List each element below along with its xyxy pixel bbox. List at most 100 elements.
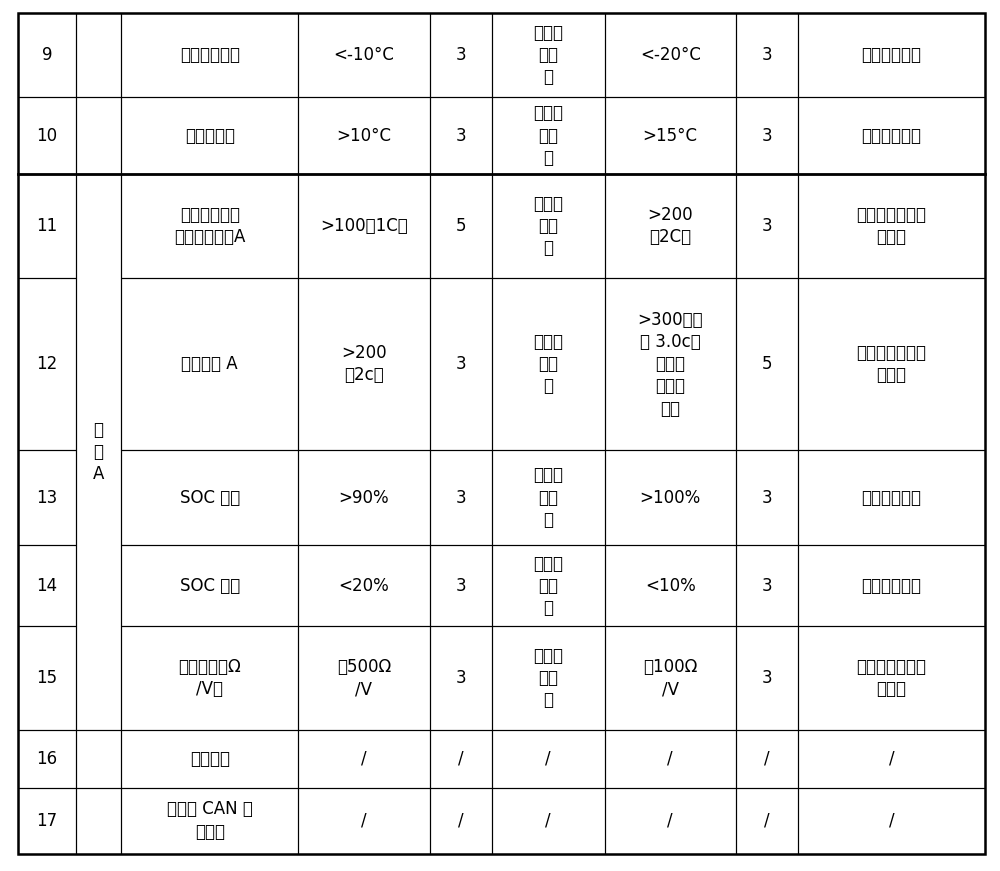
Bar xyxy=(492,174,605,278)
Bar xyxy=(298,730,430,787)
Bar xyxy=(430,626,492,730)
Text: 警报，降功率: 警报，降功率 xyxy=(862,489,922,507)
Text: <10%: <10% xyxy=(645,577,696,595)
Text: 5: 5 xyxy=(762,355,772,373)
Text: >15°C: >15°C xyxy=(643,126,698,145)
Text: 警报，降功率: 警报，降功率 xyxy=(862,46,922,64)
Text: 3: 3 xyxy=(455,46,466,64)
Text: 电
流
A: 电 流 A xyxy=(93,421,104,483)
Text: 15: 15 xyxy=(36,669,58,687)
Text: /: / xyxy=(764,812,770,829)
Bar xyxy=(18,730,76,787)
Text: /: / xyxy=(545,750,551,768)
Text: 警报，
降功
率: 警报， 降功 率 xyxy=(533,555,563,617)
Bar xyxy=(736,626,798,730)
Text: <-20°C: <-20°C xyxy=(640,46,701,64)
Text: 绝缘检测（Ω
/V）: 绝缘检测（Ω /V） xyxy=(178,658,241,699)
Bar xyxy=(430,787,492,854)
Bar xyxy=(298,545,430,626)
Text: >90%: >90% xyxy=(339,489,389,507)
Bar xyxy=(798,278,985,450)
Text: 温度不均衡: 温度不均衡 xyxy=(185,126,235,145)
Text: /: / xyxy=(889,750,894,768)
Text: 硬件故障: 硬件故障 xyxy=(190,750,230,768)
Text: 警报，
降功
率: 警报， 降功 率 xyxy=(533,467,563,529)
Bar xyxy=(76,174,121,730)
Text: /: / xyxy=(764,750,770,768)
Bar xyxy=(430,97,492,174)
Bar xyxy=(736,787,798,854)
Bar xyxy=(298,13,430,97)
Text: 放电温度过低: 放电温度过低 xyxy=(180,46,240,64)
Bar xyxy=(18,545,76,626)
Bar xyxy=(736,278,798,450)
Bar xyxy=(18,450,76,545)
Text: >300（最
大 3.0c，
或达到
客户要
求）: >300（最 大 3.0c， 或达到 客户要 求） xyxy=(637,311,703,417)
Text: 警报，降功率: 警报，降功率 xyxy=(862,577,922,595)
Bar xyxy=(798,730,985,787)
Bar xyxy=(298,174,430,278)
Text: >100%: >100% xyxy=(640,489,701,507)
Bar xyxy=(492,450,605,545)
Text: 3: 3 xyxy=(455,355,466,373)
Text: 3: 3 xyxy=(455,126,466,145)
Bar xyxy=(430,730,492,787)
Text: 警报，断开放电
继电器: 警报，断开放电 继电器 xyxy=(857,658,927,699)
Text: /: / xyxy=(889,812,894,829)
Bar xyxy=(121,545,298,626)
Bar xyxy=(121,730,298,787)
Bar xyxy=(736,730,798,787)
Text: 12: 12 xyxy=(36,355,58,373)
Bar xyxy=(298,787,430,854)
Bar xyxy=(121,450,298,545)
Text: 3: 3 xyxy=(455,489,466,507)
Text: 警报，
降功
率: 警报， 降功 率 xyxy=(533,647,563,710)
Text: ＜500Ω
/V: ＜500Ω /V xyxy=(337,658,391,699)
Bar xyxy=(18,174,76,278)
Text: 警报，
降功
率: 警报， 降功 率 xyxy=(533,333,563,395)
Text: 9: 9 xyxy=(42,46,52,64)
Bar xyxy=(430,174,492,278)
Bar xyxy=(605,13,736,97)
Bar xyxy=(76,730,121,787)
Text: 3: 3 xyxy=(762,489,772,507)
Text: 警报，
降功
率: 警报， 降功 率 xyxy=(533,195,563,258)
Text: 3: 3 xyxy=(762,46,772,64)
Text: >100（1C）: >100（1C） xyxy=(320,217,408,235)
Text: <20%: <20% xyxy=(339,577,389,595)
Bar xyxy=(18,278,76,450)
Bar xyxy=(298,626,430,730)
Bar xyxy=(492,545,605,626)
Text: 11: 11 xyxy=(36,217,58,235)
Bar xyxy=(492,278,605,450)
Text: /: / xyxy=(667,750,673,768)
Bar xyxy=(121,626,298,730)
Bar xyxy=(121,174,298,278)
Bar xyxy=(798,450,985,545)
Text: 3: 3 xyxy=(455,577,466,595)
Bar xyxy=(798,174,985,278)
Bar xyxy=(121,97,298,174)
Bar xyxy=(736,545,798,626)
Bar xyxy=(76,97,121,174)
Bar xyxy=(605,730,736,787)
Bar xyxy=(798,13,985,97)
Text: /: / xyxy=(545,812,551,829)
Text: 充电过流（制
动反馈过流）A: 充电过流（制 动反馈过流）A xyxy=(174,206,245,246)
Bar xyxy=(605,450,736,545)
Bar xyxy=(798,787,985,854)
Text: >200
（2C）: >200 （2C） xyxy=(647,206,693,246)
Bar xyxy=(298,450,430,545)
Bar xyxy=(430,545,492,626)
Bar xyxy=(492,787,605,854)
Bar xyxy=(492,730,605,787)
Bar xyxy=(18,13,76,97)
Bar xyxy=(298,278,430,450)
Bar xyxy=(76,13,121,97)
Bar xyxy=(121,787,298,854)
Bar xyxy=(430,278,492,450)
Text: 警报，
降功
率: 警报， 降功 率 xyxy=(533,105,563,166)
Bar xyxy=(798,97,985,174)
Bar xyxy=(605,545,736,626)
Text: >200
（2c）: >200 （2c） xyxy=(341,344,387,384)
